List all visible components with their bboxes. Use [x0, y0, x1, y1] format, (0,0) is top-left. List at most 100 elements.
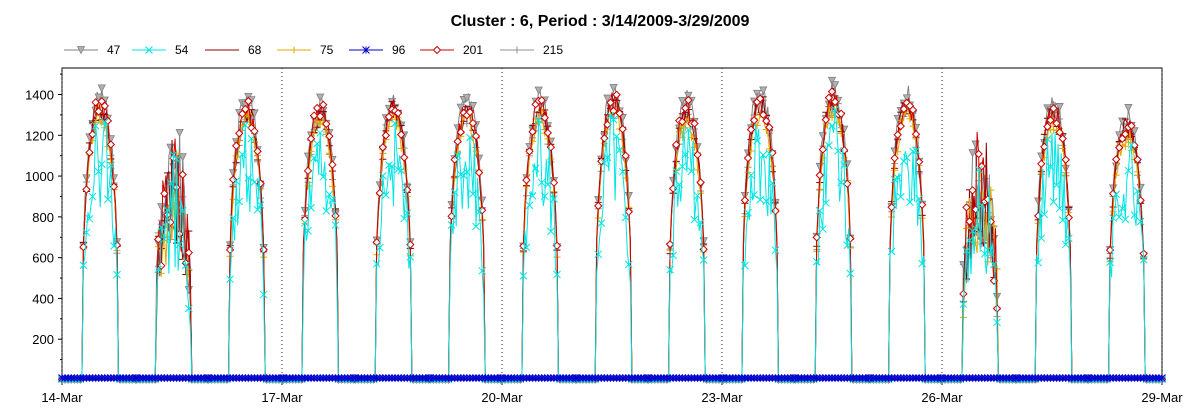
data-point — [478, 266, 486, 275]
data-point — [624, 207, 634, 216]
data-point — [325, 149, 333, 157]
data-point — [181, 261, 190, 270]
data-point — [1121, 215, 1130, 224]
data-point — [894, 148, 902, 156]
data-point — [382, 191, 390, 199]
data-point — [325, 190, 334, 199]
data-point — [694, 166, 702, 174]
data-point — [678, 117, 687, 126]
data-point — [594, 250, 603, 259]
data-point — [331, 221, 340, 229]
data-point — [472, 222, 480, 231]
data-point — [1121, 129, 1130, 139]
data-point — [1106, 258, 1114, 267]
data-point — [906, 115, 914, 123]
data-point — [403, 209, 412, 218]
data-point — [678, 97, 687, 106]
data-point — [529, 137, 537, 145]
y-tick-label: 200 — [32, 332, 54, 347]
data-point — [1061, 155, 1070, 164]
data-point — [172, 155, 181, 164]
data-point — [846, 269, 855, 278]
data-point — [818, 225, 827, 233]
data-point — [393, 108, 403, 118]
legend-label: 54 — [175, 43, 189, 57]
data-point — [244, 174, 253, 182]
data-point — [959, 300, 968, 309]
data-point — [82, 185, 91, 194]
data-point — [432, 45, 442, 55]
data-point — [911, 130, 921, 139]
data-point — [903, 153, 911, 162]
data-point — [743, 153, 753, 163]
data-point — [687, 167, 696, 176]
data-point — [974, 165, 983, 174]
data-point — [463, 168, 471, 176]
data-point — [543, 128, 553, 138]
data-point — [160, 189, 169, 198]
data-point — [396, 130, 406, 139]
data-point — [914, 157, 924, 167]
data-point — [1133, 155, 1142, 164]
data-point — [1111, 155, 1121, 164]
data-point — [253, 205, 262, 214]
data-point — [513, 46, 521, 54]
data-point — [624, 192, 633, 201]
data-point — [1049, 104, 1058, 113]
x-tick-label: 14-Mar — [41, 390, 83, 405]
data-point — [328, 160, 337, 169]
data-point — [759, 110, 768, 120]
data-point — [169, 150, 178, 159]
data-point — [603, 94, 612, 103]
data-point — [1034, 197, 1043, 206]
data-point — [684, 126, 693, 134]
data-point — [612, 132, 621, 141]
data-point — [918, 259, 926, 268]
series-75 — [58, 96, 1166, 383]
data-point — [753, 121, 761, 129]
grid — [61, 68, 1163, 380]
data-point — [456, 127, 465, 137]
data-point — [469, 190, 477, 198]
data-point — [474, 168, 484, 177]
data-point — [525, 201, 534, 210]
data-point — [397, 166, 406, 175]
data-point — [968, 149, 977, 158]
data-point — [821, 115, 831, 124]
data-point — [762, 116, 771, 126]
data-point — [908, 105, 918, 115]
series-layer — [57, 76, 1167, 384]
data-point — [840, 145, 849, 155]
data-point — [819, 154, 827, 162]
data-point — [175, 240, 184, 249]
data-point — [771, 246, 780, 255]
data-point — [1058, 216, 1067, 224]
data-point — [825, 141, 833, 150]
data-point — [540, 192, 549, 201]
data-point — [666, 265, 674, 274]
data-point — [624, 260, 633, 269]
data-point — [762, 197, 771, 205]
data-point — [100, 118, 109, 126]
data-point — [771, 206, 780, 216]
data-point — [1050, 126, 1058, 134]
data-point — [184, 304, 193, 313]
data-point — [899, 104, 909, 114]
data-point — [166, 143, 175, 153]
data-point — [1052, 181, 1061, 189]
data-point — [301, 218, 309, 227]
data-point — [1037, 234, 1046, 243]
data-point — [1064, 234, 1073, 243]
data-point — [962, 247, 971, 255]
data-point — [250, 126, 259, 136]
data-point — [753, 136, 761, 145]
y-axis: 200 400 600 800 1000 1200 1400 — [25, 73, 62, 361]
data-point — [1064, 213, 1074, 222]
data-point — [822, 199, 830, 207]
x-tick-label: 17-Mar — [261, 390, 303, 405]
data-point — [235, 129, 244, 138]
data-point — [756, 195, 765, 204]
data-point — [528, 192, 537, 200]
data-point — [1130, 127, 1139, 136]
